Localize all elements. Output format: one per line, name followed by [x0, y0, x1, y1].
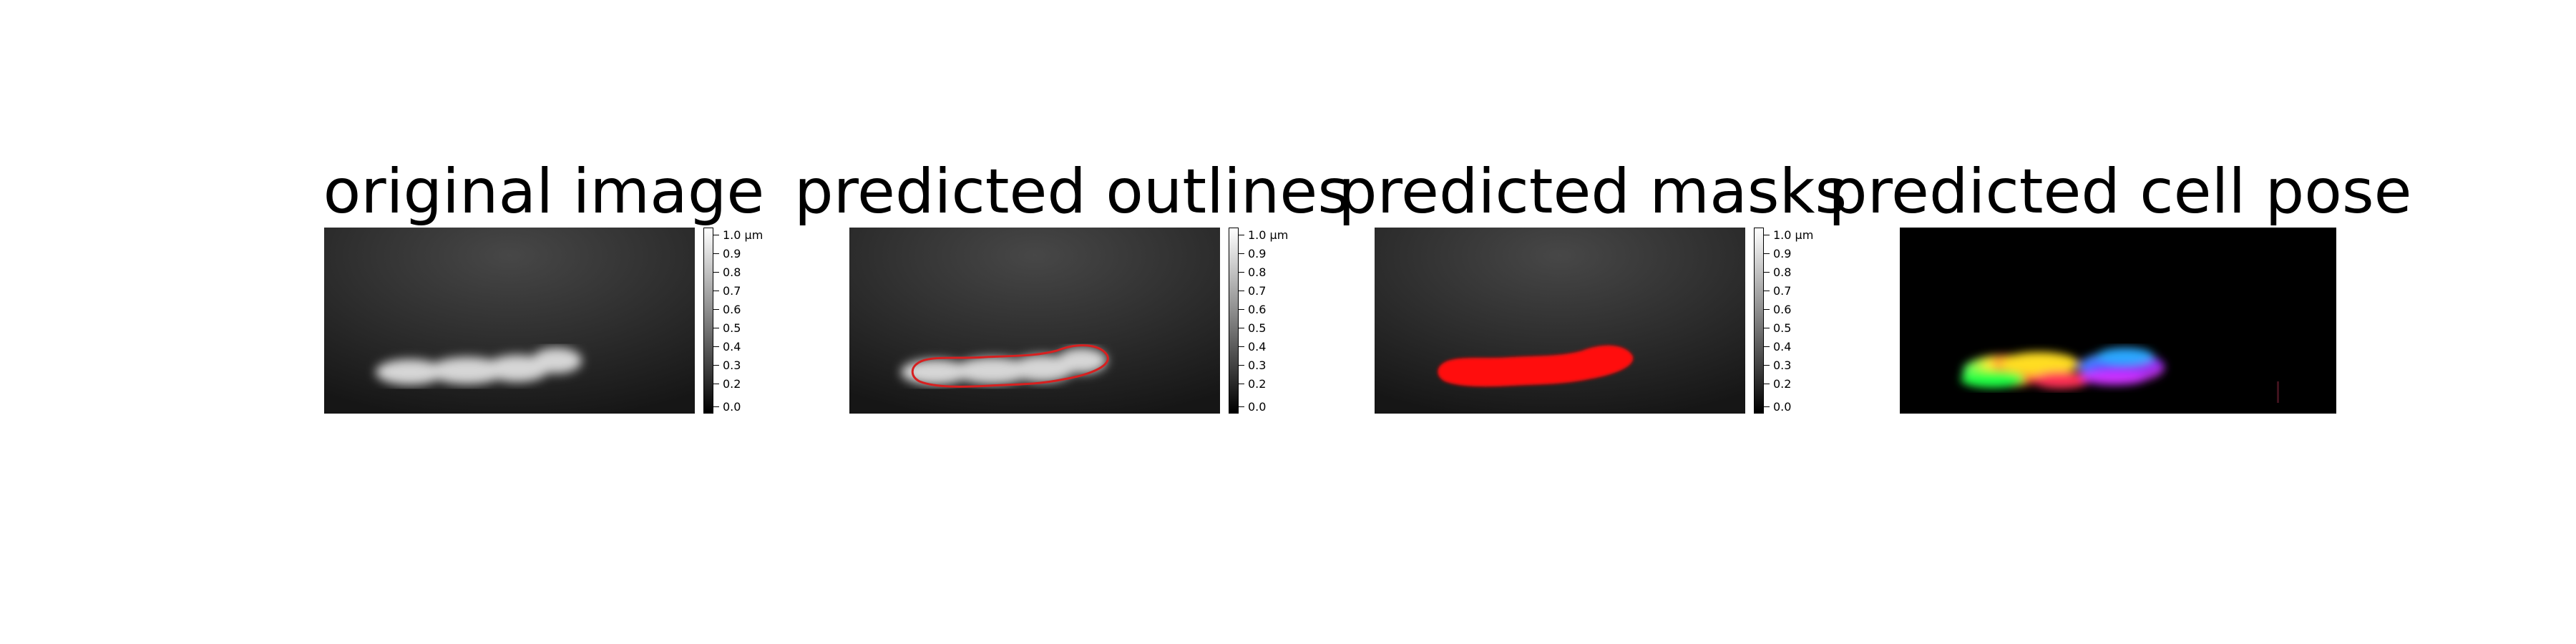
tick-label: 0.0 [723, 400, 741, 414]
tick-label: 0.3 [1773, 358, 1791, 372]
tick-label: 0.9 [723, 247, 741, 260]
tick-label: 0.3 [723, 358, 741, 372]
colorbar-ticks-2: 1.0 μm 0.9 0.8 0.7 0.6 0.5 0.4 0.3 0.2 0… [1239, 228, 1310, 414]
tick-label: 0.0 [1773, 400, 1791, 414]
original-image [324, 228, 695, 414]
tick-label: 0.5 [1773, 321, 1791, 335]
tick-label: 0.5 [1248, 321, 1266, 335]
colorbar-1 [703, 228, 713, 414]
predicted-outlines-image [849, 228, 1220, 414]
tick-label: 0.9 [1248, 247, 1266, 260]
colorbar-3 [1754, 228, 1764, 414]
panel-title-original-image: original image [322, 156, 766, 228]
tick-label: 0.2 [1773, 377, 1791, 391]
tick-label: 0.6 [1248, 303, 1266, 316]
tick-label: 0.4 [1248, 340, 1266, 353]
artifact-mark [2277, 381, 2279, 403]
panel-title-predicted-cell-pose: predicted cell pose [1828, 156, 2408, 228]
tick-label: 0.8 [723, 265, 741, 279]
tick-label: 0.7 [1773, 284, 1791, 298]
panel-title-predicted-outlines: predicted outlines [794, 156, 1338, 228]
tick-label: 0.3 [1248, 358, 1266, 372]
tick-label: 0.2 [1248, 377, 1266, 391]
colorbar-ticks-1: 1.0 μm 0.9 0.8 0.7 0.6 0.5 0.4 0.3 0.2 0… [713, 228, 785, 414]
tick-label: 1.0 μm [723, 228, 763, 242]
tick-label: 0.9 [1773, 247, 1791, 260]
tick-label: 0.7 [1248, 284, 1266, 298]
predicted-masks-image [1375, 228, 1745, 414]
panel-title-predicted-masks: predicted masks [1338, 156, 1839, 228]
tick-label: 1.0 μm [1773, 228, 1813, 242]
tick-label: 0.8 [1773, 265, 1791, 279]
predicted-cell-pose-image [1900, 228, 2336, 414]
colorbar-2 [1229, 228, 1239, 414]
tick-label: 0.4 [723, 340, 741, 353]
tick-label: 0.5 [723, 321, 741, 335]
colorbar-ticks-3: 1.0 μm 0.9 0.8 0.7 0.6 0.5 0.4 0.3 0.2 0… [1764, 228, 1835, 414]
tick-label: 0.2 [723, 377, 741, 391]
tick-label: 0.6 [723, 303, 741, 316]
tick-label: 0.6 [1773, 303, 1791, 316]
tick-label: 0.4 [1773, 340, 1791, 353]
tick-label: 0.0 [1248, 400, 1266, 414]
tick-label: 1.0 μm [1248, 228, 1288, 242]
tick-label: 0.8 [1248, 265, 1266, 279]
tick-label: 0.7 [723, 284, 741, 298]
